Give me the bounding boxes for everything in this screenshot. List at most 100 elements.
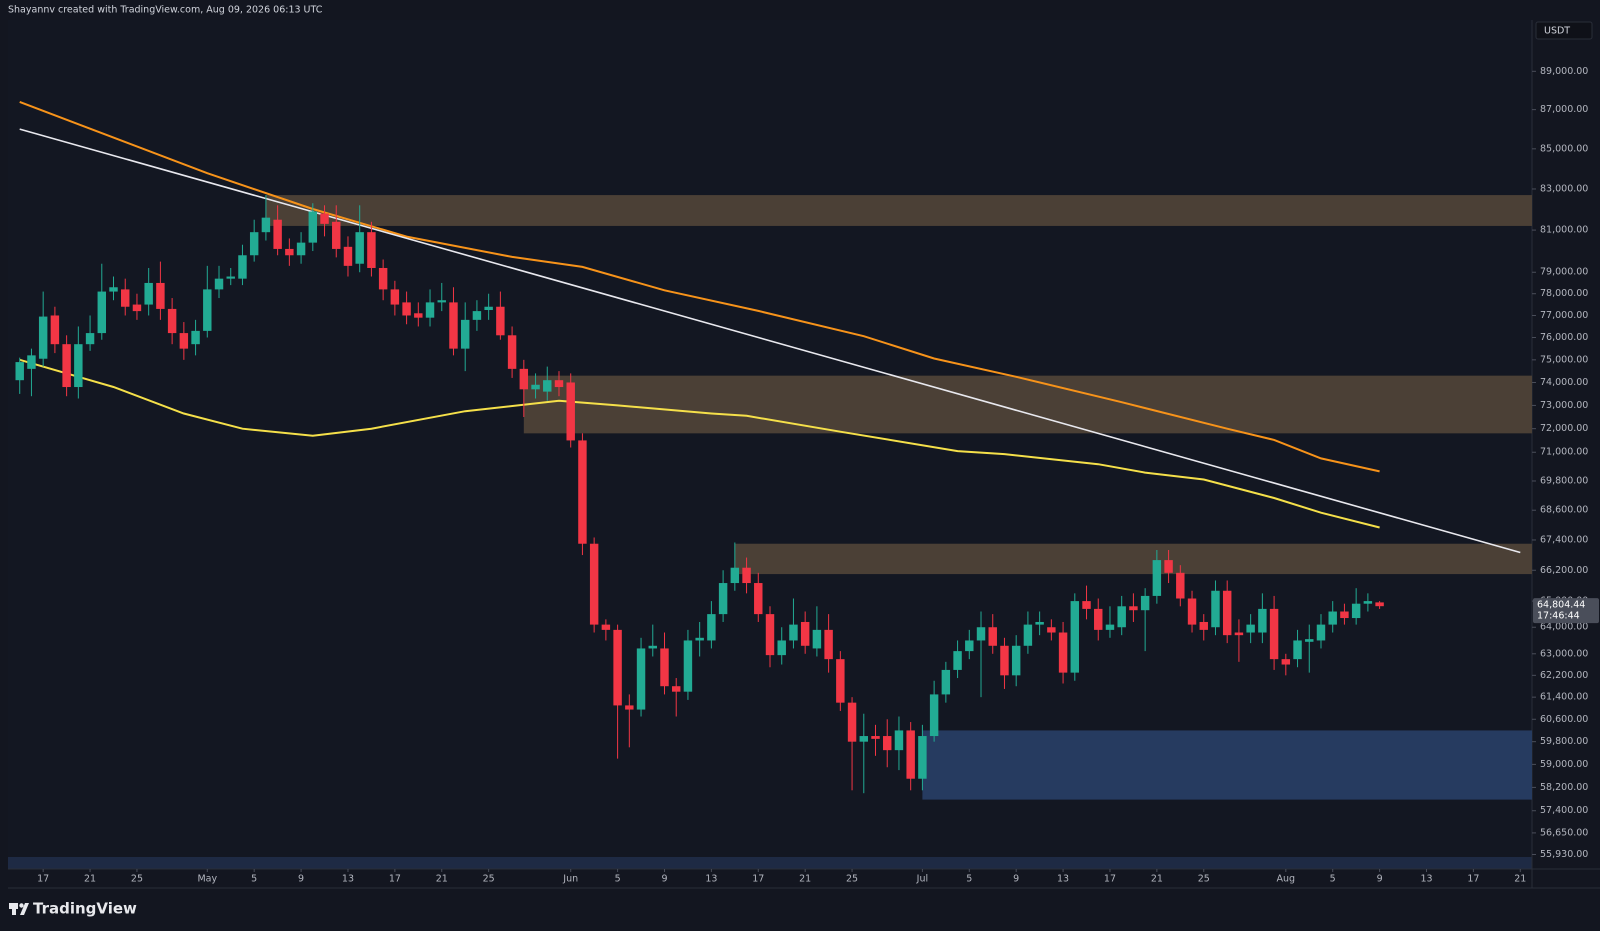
candle-body xyxy=(929,694,939,737)
candle-body xyxy=(1023,624,1033,646)
candle xyxy=(871,724,880,756)
candle xyxy=(1187,590,1197,633)
candle-body xyxy=(578,440,587,544)
candle-body xyxy=(97,291,107,334)
candle-body xyxy=(1258,608,1267,633)
candle-body xyxy=(812,629,822,649)
candle-body xyxy=(15,362,24,381)
candle xyxy=(648,624,657,657)
y-tick-label: 72,000.00 xyxy=(1540,423,1588,434)
candle-body xyxy=(472,311,482,320)
y-tick-label: 67,400.00 xyxy=(1540,534,1588,545)
candle-body xyxy=(273,219,282,249)
candle-body xyxy=(965,640,974,652)
candle xyxy=(918,724,927,791)
candle xyxy=(671,678,681,717)
candle-body xyxy=(1164,560,1173,573)
candle-body xyxy=(367,232,376,268)
overlay-line xyxy=(19,358,1380,529)
x-tick-label: 13 xyxy=(705,874,717,885)
last-price-box xyxy=(1533,598,1599,624)
x-tick-label: 13 xyxy=(1420,874,1432,885)
candle-body xyxy=(953,651,962,670)
candle xyxy=(1269,595,1279,670)
y-tick-label: 64,000.00 xyxy=(1540,622,1588,633)
candle xyxy=(953,640,962,679)
y-tick-label: 81,000.00 xyxy=(1540,225,1588,236)
candle xyxy=(1035,611,1044,636)
candle-body xyxy=(343,246,353,266)
candle-body xyxy=(74,344,83,388)
candle xyxy=(425,289,435,327)
plot-area xyxy=(8,20,1532,869)
candle-body xyxy=(718,583,728,615)
candle-body xyxy=(1269,608,1279,660)
candle-body xyxy=(460,319,470,349)
candle-body xyxy=(1047,627,1056,633)
candle xyxy=(965,629,974,660)
candle-body xyxy=(859,736,869,742)
y-tick-label: 89,000.00 xyxy=(1540,66,1588,77)
candle xyxy=(1281,653,1291,676)
x-tick-label: 17 xyxy=(37,874,49,885)
candle-body xyxy=(1094,608,1103,630)
candle-body xyxy=(249,232,259,256)
candle-body xyxy=(671,686,681,692)
candle xyxy=(179,322,189,360)
candle-body xyxy=(1305,639,1314,642)
candle xyxy=(249,219,259,262)
candle-body xyxy=(800,621,810,646)
candle-body xyxy=(332,221,341,249)
zones xyxy=(265,195,1532,800)
zone xyxy=(734,543,1532,575)
candle xyxy=(1234,619,1244,662)
candle-body xyxy=(988,627,997,646)
candle xyxy=(1117,595,1126,636)
y-tick-label: 56,650.00 xyxy=(1540,827,1588,838)
x-tick-label: 21 xyxy=(1151,874,1163,885)
candle-body xyxy=(613,629,622,706)
candle xyxy=(1246,614,1255,644)
x-tick-label: 25 xyxy=(483,874,495,885)
x-tick-label: 9 xyxy=(1013,874,1019,885)
x-tick-label: 17 xyxy=(1104,874,1116,885)
candle xyxy=(601,619,611,641)
x-tick-label: 5 xyxy=(615,874,621,885)
candle xyxy=(62,335,71,397)
candle-body xyxy=(636,648,646,710)
candle-body xyxy=(285,248,294,256)
candle xyxy=(285,238,294,266)
zone xyxy=(523,375,1532,434)
candle xyxy=(812,606,822,657)
candle-body xyxy=(625,705,634,710)
candle xyxy=(754,572,763,622)
candle-body xyxy=(238,255,247,279)
candle xyxy=(824,614,833,673)
candle xyxy=(636,637,646,717)
candle-body xyxy=(1316,624,1326,641)
candle xyxy=(355,205,364,273)
candle-body xyxy=(1246,624,1255,633)
y-tick-label: 83,000.00 xyxy=(1540,183,1588,194)
candle xyxy=(1164,550,1173,584)
x-tick-label: Jul xyxy=(916,874,928,885)
candle xyxy=(941,661,951,703)
candle-body xyxy=(109,287,118,292)
candle xyxy=(718,570,728,622)
candle-body xyxy=(38,316,48,359)
candle-body xyxy=(789,624,798,641)
candle-body xyxy=(203,289,212,331)
candle-body xyxy=(554,380,564,388)
candle-body xyxy=(62,344,71,388)
candle-body xyxy=(824,629,833,660)
candle-body xyxy=(1281,659,1291,665)
candle-body xyxy=(742,567,751,584)
overlay-line xyxy=(19,100,1380,473)
candle xyxy=(836,651,845,711)
y-tick-label: 78,000.00 xyxy=(1540,288,1588,299)
candle-body xyxy=(437,300,446,303)
candle xyxy=(883,719,892,768)
candle-body xyxy=(355,232,364,264)
x-tick-label: 21 xyxy=(436,874,448,885)
